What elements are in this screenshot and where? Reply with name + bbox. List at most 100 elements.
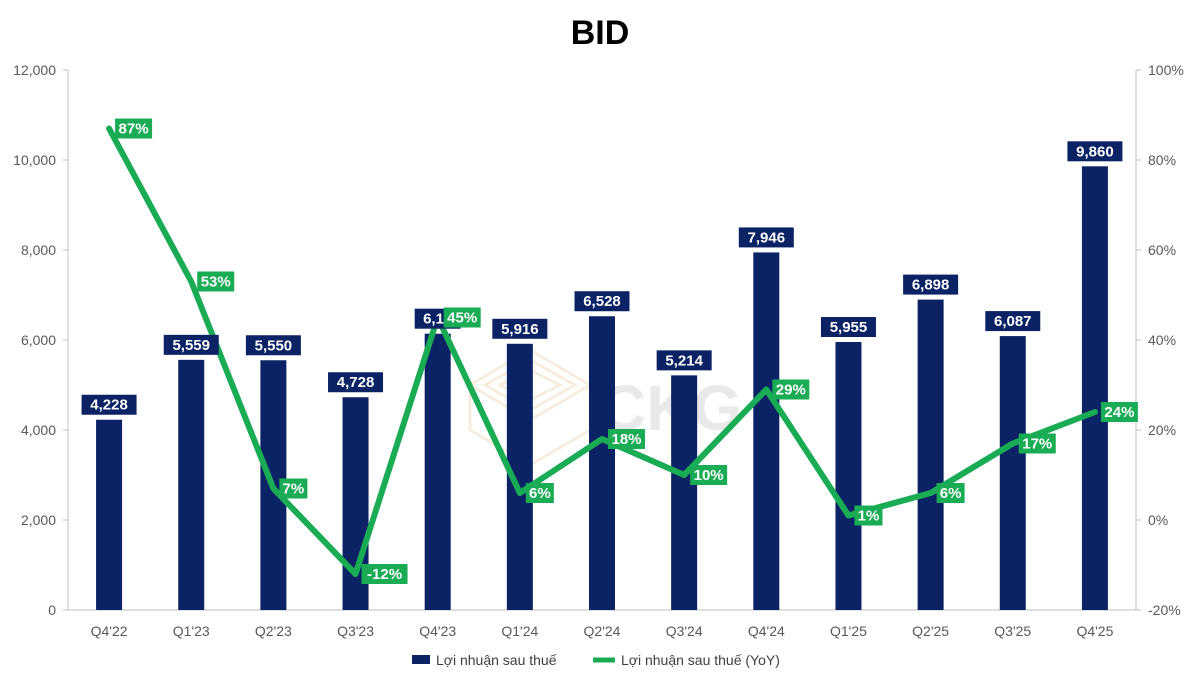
bar-value-label: 4,228 <box>81 394 137 415</box>
bar-value-label-box <box>81 394 137 415</box>
y-right-tick-label: 80% <box>1148 152 1176 168</box>
yoy-value-label-text: 45% <box>447 310 477 327</box>
yoy-value-label: 6% <box>936 483 965 503</box>
yoy-value-label: 10% <box>690 465 728 485</box>
bar <box>96 419 123 610</box>
y-right-tick-label: 0% <box>1148 512 1168 528</box>
x-tick-label: Q1'23 <box>173 623 210 639</box>
bar-value-label: 5,559 <box>163 334 219 355</box>
yoy-value-label-box <box>1100 402 1138 422</box>
y-left-tick-label: 10,000 <box>13 152 56 168</box>
bar-value-label-text: 4,728 <box>337 374 375 391</box>
yoy-value-label-text: 17% <box>1022 436 1052 453</box>
x-tick-label: Q2'25 <box>912 623 949 639</box>
bar-value-label-text: 5,559 <box>172 337 210 354</box>
bar-value-label: 4,728 <box>328 372 384 393</box>
x-tick-label: Q4'22 <box>91 623 128 639</box>
pct-labels-layer: 87% 53% 7% -12% 45% 6% 18% 10% 29% 1% 6% 17% 24% <box>115 118 1138 584</box>
yoy-value-label-box <box>361 564 408 584</box>
bar <box>424 333 451 610</box>
bar <box>835 342 862 610</box>
legend-label-line: Lợi nhuận sau thuế (YoY) <box>621 652 780 668</box>
bar-value-label: 6,528 <box>574 291 630 312</box>
y-left-tick-label: 8,000 <box>21 242 56 258</box>
yoy-line <box>106 125 1098 577</box>
bar <box>753 252 780 610</box>
bar-value-label-text: 5,214 <box>665 352 703 369</box>
bar-value-label-text: 9,860 <box>1076 143 1114 160</box>
x-tick-label: Q3'24 <box>666 623 703 639</box>
bar-value-label-text: 6,898 <box>912 277 950 294</box>
yoy-value-label-text: 18% <box>611 431 641 448</box>
bar-value-label-box <box>492 318 548 339</box>
bar-value-label-text: 5,916 <box>501 321 539 338</box>
yoy-value-label-text: 1% <box>858 508 880 525</box>
bar-value-label: 6,087 <box>985 311 1041 332</box>
bar-value-label: 5,214 <box>656 350 712 371</box>
bar-value-label: 5,955 <box>820 317 876 338</box>
y-left-tick-label: 6,000 <box>21 332 56 348</box>
yoy-value-label: 24% <box>1100 402 1138 422</box>
bar-value-label-box <box>820 317 876 338</box>
y-right-tick-label: 20% <box>1148 422 1176 438</box>
yoy-value-label-text: 7% <box>283 481 305 498</box>
bar <box>1081 166 1108 611</box>
bar-value-label-box <box>656 350 712 371</box>
line-layer <box>106 125 1098 577</box>
yoy-value-label-box <box>525 483 554 503</box>
bar-value-label: 9,860 <box>1067 141 1123 162</box>
y-right-tick-label: -20% <box>1148 602 1181 618</box>
legend-swatch-bar <box>412 655 430 664</box>
y-left-tick-label: 2,000 <box>21 512 56 528</box>
yoy-value-label-text: 6% <box>529 485 551 502</box>
bar-value-label-box <box>1067 141 1123 162</box>
yoy-value-label: 18% <box>608 429 645 449</box>
y-left-tick-label: 4,000 <box>21 422 56 438</box>
yoy-value-label: 53% <box>197 271 235 292</box>
bar-value-label: 5,550 <box>245 335 301 356</box>
x-tick-label: Q4'25 <box>1076 623 1113 639</box>
x-tick-label: Q3'25 <box>994 623 1031 639</box>
yoy-value-label-box <box>690 465 728 485</box>
yoy-value-label: 7% <box>279 478 308 499</box>
yoy-value-label-box <box>443 307 481 328</box>
yoy-value-label-box <box>115 118 153 139</box>
yoy-value-label-text: 6% <box>940 485 962 502</box>
yoy-value-label-text: 87% <box>119 121 149 138</box>
yoy-value-label-text: 53% <box>201 274 231 291</box>
yoy-value-label-text: 24% <box>1104 404 1134 421</box>
yoy-value-label-box <box>279 478 308 499</box>
yoy-value-label-box <box>1018 433 1056 454</box>
bar-value-label-box <box>985 311 1041 332</box>
x-tick-label: Q2'24 <box>584 623 621 639</box>
yoy-value-label-box <box>608 429 645 449</box>
bar-value-label: 5,916 <box>492 318 548 339</box>
bar-value-label-text: 7,946 <box>748 229 786 246</box>
bars-layer <box>96 166 1108 611</box>
y-right-tick-label: 100% <box>1148 62 1184 78</box>
bar-value-label-box <box>245 335 301 356</box>
yoy-value-label-box <box>772 379 810 400</box>
bar-value-label-text: 5,550 <box>255 337 293 354</box>
bar-value-label-box <box>903 274 959 295</box>
x-tick-label: Q1'25 <box>830 623 867 639</box>
bar-value-label-box <box>574 291 630 312</box>
y-right-tick-label: 60% <box>1148 242 1176 258</box>
bar-value-label-box <box>328 372 384 393</box>
bar <box>999 336 1026 610</box>
bar <box>671 375 698 610</box>
yoy-value-label-text: 29% <box>776 382 806 399</box>
yoy-value-label-box <box>936 483 965 503</box>
yoy-value-label-box <box>854 505 883 526</box>
yoy-value-label-text: -12% <box>367 566 402 583</box>
yoy-value-label-box <box>197 271 235 292</box>
chart-title: BID <box>571 14 630 52</box>
x-tick-label: Q1'24 <box>501 623 538 639</box>
yoy-value-label: -12% <box>361 564 408 584</box>
bar-value-label-text: 6,528 <box>583 293 621 310</box>
bar-value-label-box <box>738 227 794 248</box>
yoy-value-label: 29% <box>772 379 810 400</box>
bar-value-label-text: 5,955 <box>830 319 868 336</box>
